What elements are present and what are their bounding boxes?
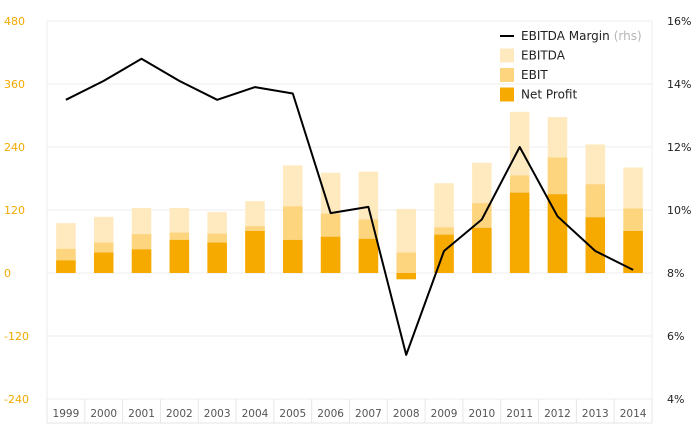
- net-profit-bar-2005: [283, 239, 303, 273]
- x-tick-label: 2003: [204, 408, 231, 420]
- left-tick-label: 120: [4, 204, 25, 217]
- legend-name: EBITDA Margin: [521, 29, 610, 43]
- gridlines: [46, 20, 653, 424]
- x-tick-label: 2007: [355, 408, 382, 420]
- legend: EBITDA Margin (rhs) EBITDA EBIT Net Profit: [500, 29, 642, 102]
- margin-line-series: [65, 57, 634, 356]
- legend-label-ebit: EBIT: [521, 68, 548, 82]
- left-tick-label: -120: [4, 330, 29, 343]
- net-profit-bar-2011: [509, 192, 530, 273]
- x-tick-label: 2010: [468, 408, 495, 420]
- x-axis: 1999 2000 2001 2002 2003 2004 2005 2006 2007 2008…: [53, 408, 647, 420]
- net-profit-bar-2000: [93, 252, 114, 273]
- right-axis: 16% 14% 12% 10% 8% 6% 4%: [667, 15, 691, 406]
- legend-label-net-profit: Net Profit: [521, 88, 577, 102]
- x-tick-label: 2004: [242, 408, 269, 420]
- x-tick-label: 2013: [582, 408, 609, 420]
- net-profit-bar-2014: [623, 231, 643, 273]
- x-tick-label: 2012: [544, 408, 571, 420]
- x-tick-label: 2006: [317, 408, 344, 420]
- net-profit-bar-2004: [245, 231, 265, 273]
- x-tick-label: 2000: [90, 408, 117, 420]
- x-tick-label: 2001: [128, 408, 155, 420]
- left-tick-label: 240: [4, 141, 25, 154]
- left-tick-label: 480: [4, 15, 25, 28]
- x-tick-label: 1999: [53, 408, 80, 420]
- net-profit-bar-2002: [169, 239, 190, 273]
- net-profit-bar-2008: [396, 273, 416, 280]
- legend-swatch-ebit: [500, 68, 514, 82]
- left-axis: 480 360 240 120 0 -120 -240: [4, 15, 29, 406]
- net-profit-bar-2007: [358, 238, 379, 273]
- left-tick-label: 360: [4, 78, 25, 91]
- left-tick-label: -240: [4, 393, 29, 406]
- net-profit-bar-2003: [207, 242, 227, 273]
- net-profit-bar-1999: [56, 260, 76, 273]
- legend-label-ebitda-margin: EBITDA Margin (rhs): [521, 29, 642, 43]
- right-tick-label: 10%: [667, 204, 691, 217]
- right-tick-label: 12%: [667, 141, 691, 154]
- x-tick-label: 2002: [166, 408, 193, 420]
- ebitda-margin-line: [65, 57, 634, 356]
- legend-name: EBIT: [521, 68, 548, 82]
- right-tick-label: 8%: [667, 267, 684, 280]
- net-profit-bar-2001: [131, 249, 152, 273]
- legend-swatch-ebitda: [500, 48, 514, 63]
- ebit-bar-2008: [396, 252, 416, 273]
- right-tick-label: 4%: [667, 393, 684, 406]
- x-tick-label: 2014: [620, 408, 647, 420]
- legend-name: EBITDA: [521, 49, 566, 63]
- left-tick-label: 0: [4, 267, 11, 280]
- net-profit-bar-2010: [472, 227, 492, 273]
- net-profit-bar-2012: [547, 194, 568, 273]
- x-tick-label: 2011: [506, 408, 533, 420]
- x-tick-label: 2005: [279, 408, 306, 420]
- right-tick-label: 14%: [667, 78, 691, 91]
- x-tick-label: 2009: [431, 408, 458, 420]
- net-profit-bar-2006: [320, 236, 341, 273]
- legend-name: Net Profit: [521, 88, 577, 102]
- bar-series: [56, 111, 643, 280]
- right-tick-label: 6%: [667, 330, 684, 343]
- legend-name-suffix: (rhs): [614, 29, 642, 43]
- legend-label-ebitda: EBITDA: [521, 49, 566, 63]
- x-tick-label: 2008: [393, 408, 420, 420]
- right-tick-label: 16%: [667, 15, 691, 28]
- legend-swatch-net-profit: [500, 87, 514, 102]
- net-profit-bar-2013: [585, 217, 606, 273]
